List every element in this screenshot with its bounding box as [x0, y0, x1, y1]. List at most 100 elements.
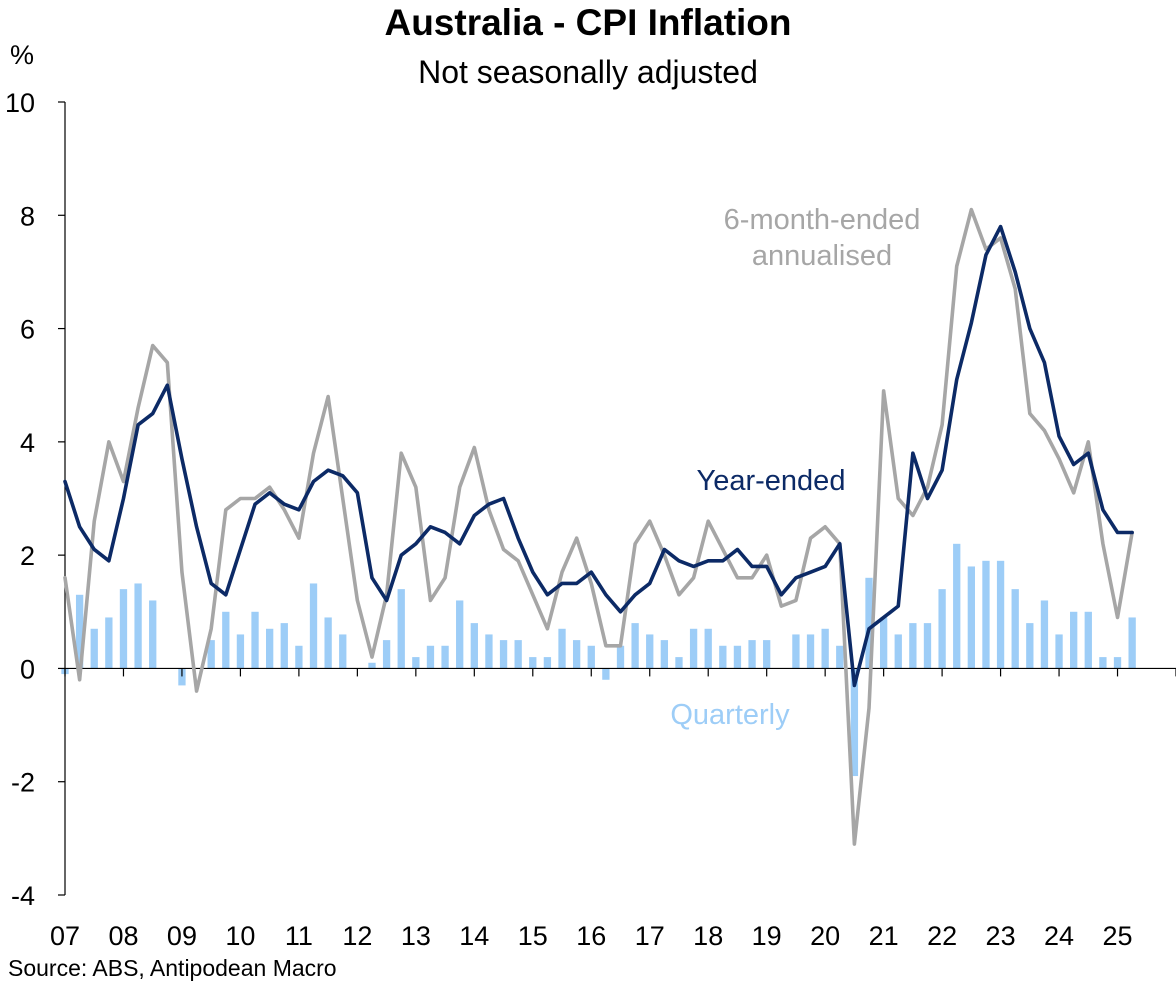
- quarterly-bar: [806, 634, 815, 669]
- x-tick-label: 21: [869, 921, 899, 950]
- quarterly-bar: [134, 583, 142, 669]
- quarterly-bar: [675, 657, 683, 669]
- x-tick-label: 17: [635, 921, 665, 950]
- quarterly-bar: [1011, 589, 1019, 669]
- quarterly-bar: [733, 645, 742, 669]
- quarterly-bar: [996, 560, 1005, 669]
- quarterly-bar: [763, 640, 771, 669]
- x-tick-label: 18: [693, 921, 723, 950]
- quarterly-bar: [850, 668, 859, 777]
- quarterly-bar: [441, 645, 449, 669]
- quarterly-bar: [879, 617, 888, 669]
- quarterly-bar: [499, 640, 508, 669]
- quarterly-bar: [412, 657, 420, 669]
- quarterly-bar: [938, 589, 946, 669]
- chart-subtitle: Not seasonally adjusted: [418, 54, 758, 90]
- quarterly-bar: [631, 623, 639, 669]
- series-annotation-label: annualised: [752, 240, 892, 272]
- quarterly-bar: [909, 623, 917, 669]
- quarterly-bar: [90, 628, 98, 669]
- quarterly-bar: [426, 645, 435, 669]
- quarterly-bar: [514, 640, 522, 669]
- quarterly-bar: [1113, 657, 1122, 669]
- quarterly-bar: [105, 617, 113, 669]
- quarterly-bar: [119, 589, 128, 669]
- quarterly-bar: [792, 634, 800, 669]
- quarterly-bar: [1128, 617, 1136, 669]
- quarterly-bar: [339, 634, 347, 669]
- quarterly-bar: [967, 566, 975, 669]
- y-axis-unit-label: %: [10, 40, 35, 70]
- quarterly-bar: [602, 668, 610, 680]
- x-tick-label: 15: [518, 921, 548, 950]
- source-note: Source: ABS, Antipodean Macro: [8, 955, 337, 981]
- y-tick-label: 10: [5, 88, 35, 118]
- quarterly-bar: [719, 645, 727, 669]
- quarterly-bar: [222, 611, 230, 669]
- x-tick-label: 14: [459, 921, 489, 950]
- quarterly-bar: [821, 628, 829, 669]
- quarterly-bar: [923, 623, 932, 669]
- quarterly-bar: [543, 657, 552, 669]
- quarterly-bar: [894, 634, 902, 669]
- quarterly-bar: [236, 634, 245, 669]
- series-lines: [63, 207, 1134, 846]
- quarterly-bar: [616, 645, 625, 669]
- quarterly-bar: [660, 640, 669, 669]
- x-tick-label: 09: [167, 921, 197, 950]
- x-tick-label: 16: [576, 921, 606, 950]
- quarterly-bar: [1070, 611, 1078, 669]
- y-tick-label: 2: [20, 541, 35, 571]
- y-tick-label: 8: [20, 201, 35, 231]
- series-annotations: 6-month-ended annualised Year-ended Quarter…: [670, 204, 920, 731]
- quarterly-bar: [397, 589, 405, 669]
- six-month-annualised-line: [63, 207, 1134, 846]
- series-annotation-label: Year-ended: [697, 465, 846, 497]
- quarterly-bar: [75, 594, 84, 669]
- quarterly-bar: [1040, 600, 1049, 669]
- quarterly-bar: [1026, 623, 1034, 669]
- quarterly-bar: [836, 645, 844, 669]
- quarterly-bar: [558, 628, 566, 669]
- quarterly-bar: [953, 543, 961, 669]
- quarterly-bar: [485, 634, 493, 669]
- x-tick-label: 24: [1044, 921, 1074, 950]
- x-tick-label: 25: [1103, 921, 1133, 950]
- series-annotation-label: 6-month-ended: [724, 204, 921, 236]
- quarterly-bar: [368, 662, 376, 669]
- quarterly-bar: [207, 640, 215, 669]
- quarterly-bar: [280, 623, 288, 669]
- quarterly-bar: [646, 634, 654, 669]
- y-tick-label: -4: [11, 881, 35, 911]
- quarterly-bar: [865, 577, 873, 669]
- year-ended-line: [63, 224, 1134, 688]
- quarterly-bar: [689, 628, 698, 669]
- axes: [58, 101, 1176, 896]
- series-annotation-label: Quarterly: [670, 699, 790, 731]
- chart-title: Australia - CPI Inflation: [384, 2, 792, 43]
- y-tick-label: -2: [11, 768, 35, 798]
- quarterly-bar: [704, 628, 712, 669]
- x-tick-label: 23: [986, 921, 1016, 950]
- quarterly-bars: [61, 543, 1136, 777]
- quarterly-bar: [324, 617, 332, 669]
- quarterly-bar: [587, 645, 595, 669]
- quarterly-bar: [572, 640, 581, 669]
- quarterly-bar: [309, 583, 318, 669]
- quarterly-bar: [178, 668, 186, 686]
- quarterly-bar: [266, 628, 274, 669]
- quarterly-bar: [982, 560, 990, 669]
- quarterly-bar: [149, 600, 157, 669]
- x-tick-label: 07: [50, 921, 80, 950]
- x-tick-label: 12: [342, 921, 372, 950]
- quarterly-bar: [295, 645, 303, 669]
- quarterly-bar: [1099, 657, 1107, 669]
- quarterly-bar: [251, 611, 259, 669]
- quarterly-bar: [382, 640, 391, 669]
- quarterly-bar: [1084, 611, 1092, 669]
- quarterly-bar: [1055, 634, 1063, 669]
- quarterly-bar: [456, 600, 464, 669]
- quarterly-bar: [529, 657, 537, 669]
